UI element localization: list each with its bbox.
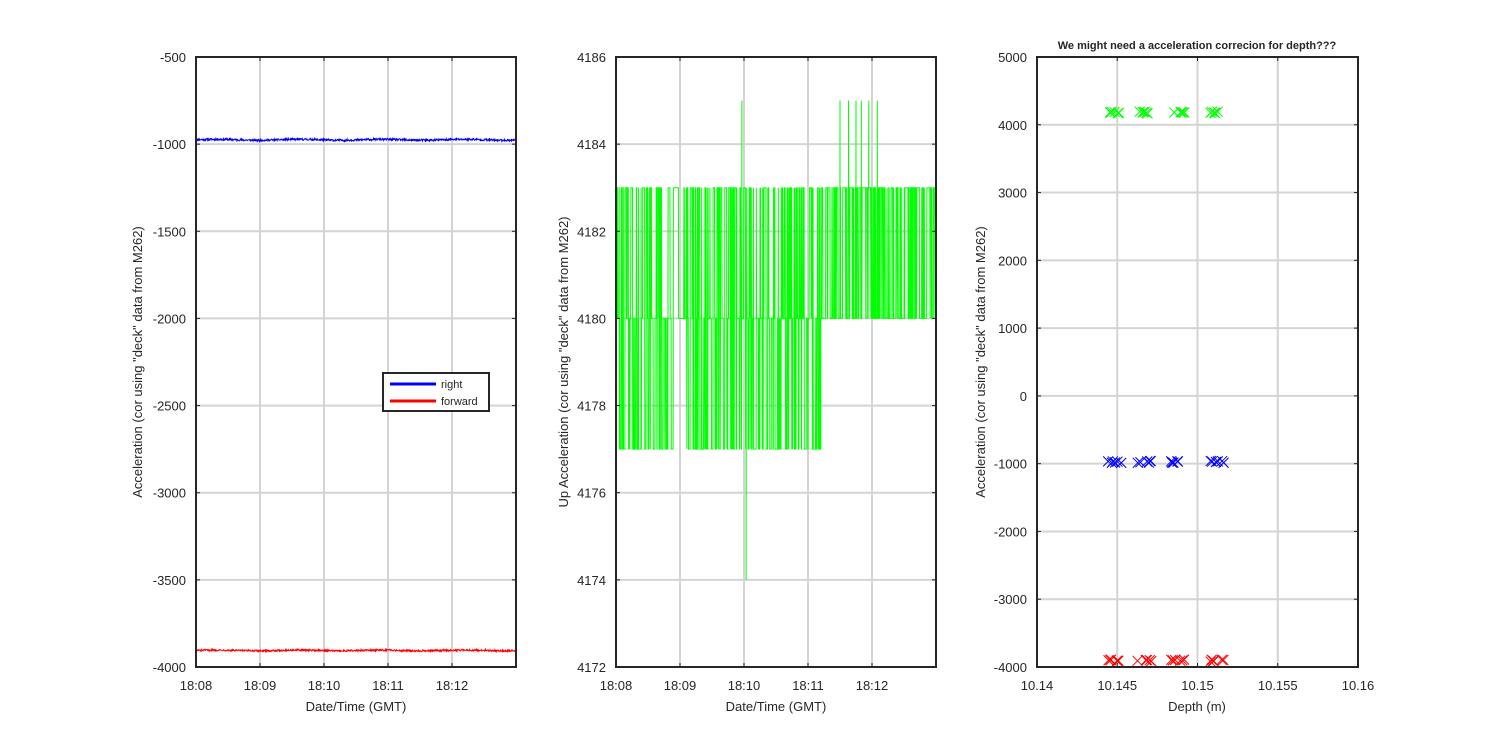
series-line-up: [615, 100, 937, 580]
x-tick-label: 10.15: [1181, 678, 1214, 693]
plot-area-1: [196, 57, 516, 667]
y-tick-label: 4180: [577, 311, 606, 326]
scatter-marker: [1102, 456, 1114, 467]
scatter-marker: [1134, 106, 1146, 117]
scatter-marker: [1106, 106, 1118, 118]
scatter-marker: [1210, 456, 1222, 468]
x-tick-label: 18:12: [436, 678, 469, 693]
y-tick-label: 2000: [998, 253, 1027, 268]
scatter-marker: [1107, 456, 1119, 467]
axes-3: 10.14 10.145 10.15 10.155 10.16 5000 4000 3000 2…: [973, 40, 1374, 714]
scatter-marker: [1132, 655, 1143, 667]
scatter-marker: [1178, 654, 1190, 665]
y-tick-label: 4184: [577, 137, 606, 152]
scatter-marker: [1109, 106, 1120, 118]
ticks-3: 10.14 10.145 10.15 10.155 10.16 5000 4000 3000 2…: [994, 50, 1375, 693]
x-tick-label: 18:10: [308, 678, 341, 693]
y-tick-label: 1000: [998, 321, 1027, 336]
x-tick-label: 18:09: [664, 678, 697, 693]
plot-area-2: [616, 57, 936, 667]
axes-box-2: [615, 56, 937, 668]
y-tick-label: -1500: [153, 224, 186, 239]
x-tick-label: 18:11: [372, 678, 404, 693]
y-tick-label: 4000: [998, 118, 1027, 133]
scatter-marker: [1168, 457, 1179, 469]
y-tick-label: 4182: [577, 224, 606, 239]
x-tick-label: 10.14: [1021, 678, 1054, 693]
x-tick-label: 18:09: [244, 678, 277, 693]
chart-title-3: We might need a acceleration correcion f…: [1058, 40, 1337, 52]
x-tick-label: 10.155: [1258, 678, 1298, 693]
x-tick-label: 18:08: [180, 678, 213, 693]
y-axis-label-3: Acceleration (cor using "deck" data from…: [973, 226, 988, 498]
axes-2: 18:08 18:09 18:10 18:11 18:12 4186 4184 4182 418…: [556, 50, 937, 714]
scatter-marker: [1177, 655, 1188, 666]
scatter-marker: [1178, 107, 1189, 118]
legend-label-forward: forward: [441, 396, 478, 408]
series-line-forward: [195, 647, 517, 654]
series-2: [615, 100, 937, 580]
y-tick-label: 4172: [577, 660, 606, 675]
x-tick-label: 18:10: [728, 678, 761, 693]
y-tick-label: 4178: [577, 399, 606, 414]
scatter-marker: [1132, 457, 1144, 469]
ticks-1: 18:08 18:09 18:10 18:11 18:12 -500 -1000 -1500 -…: [153, 50, 516, 693]
scatter-marker: [1206, 456, 1218, 467]
x-axis-label-1: Date/Time (GMT): [306, 699, 407, 714]
series-line-right: [195, 136, 517, 143]
y-axis-label-2: Up Acceleration (cor using "deck" data f…: [556, 216, 571, 507]
x-tick-label: 10.145: [1097, 678, 1137, 693]
scatter-marker: [1208, 655, 1219, 667]
x-tick-label: 18:11: [792, 678, 824, 693]
y-tick-label: -1000: [153, 137, 186, 152]
y-tick-label: 5000: [998, 50, 1027, 65]
y-axis-label-1: Acceleration (cor using "deck" data from…: [130, 226, 145, 498]
y-tick-label: 4186: [577, 50, 606, 65]
scatter-marker: [1135, 456, 1146, 468]
scatter-marker: [1139, 106, 1150, 118]
y-tick-label: -2000: [994, 524, 1027, 539]
y-tick-label: -1000: [994, 457, 1027, 472]
y-tick-label: -3000: [153, 486, 186, 501]
y-tick-label: -500: [160, 50, 186, 65]
series-3: [1102, 106, 1229, 667]
scatter-marker: [1176, 107, 1188, 118]
scatter-marker: [1137, 106, 1149, 118]
scatter-marker: [1111, 655, 1123, 667]
scatter-marker: [1209, 107, 1220, 118]
y-tick-label: -3500: [153, 573, 186, 588]
scatter-marker: [1145, 655, 1157, 667]
y-tick-label: -3000: [994, 592, 1027, 607]
scatter-marker: [1112, 655, 1124, 667]
y-tick-label: 0: [1020, 389, 1027, 404]
y-tick-label: 4174: [577, 573, 606, 588]
x-axis-label-3: Depth (m): [1168, 699, 1226, 714]
legend: right forward: [382, 372, 490, 412]
scatter-marker: [1112, 107, 1124, 119]
legend-box: [382, 372, 490, 412]
x-tick-label: 10.16: [1342, 678, 1375, 693]
y-tick-label: -2000: [153, 311, 186, 326]
y-tick-label: 3000: [998, 186, 1027, 201]
scatter-marker: [1174, 655, 1186, 667]
scatter-marker: [1205, 656, 1216, 667]
series-1: [195, 136, 517, 654]
x-tick-label: 18:12: [856, 678, 889, 693]
axes-box-1: [195, 56, 517, 668]
ticks-2: 18:08 18:09 18:10 18:11 18:12 4186 4184 4182 418…: [577, 50, 936, 693]
x-axis-label-2: Date/Time (GMT): [726, 699, 827, 714]
scatter-marker: [1103, 654, 1114, 666]
scatter-marker: [1145, 455, 1157, 467]
y-tick-label: -4000: [153, 660, 186, 675]
axes-1: 18:08 18:09 18:10 18:11 18:12 -500 -1000 -1500 -…: [130, 50, 517, 714]
y-tick-label: -4000: [994, 660, 1027, 675]
scatter-marker: [1217, 654, 1229, 666]
y-tick-label: -2500: [153, 399, 186, 414]
legend-label-right: right: [441, 379, 462, 391]
scatter-marker: [1165, 654, 1177, 666]
y-tick-label: 4176: [577, 486, 606, 501]
scatter-marker: [1212, 106, 1223, 118]
x-tick-label: 18:08: [600, 678, 633, 693]
